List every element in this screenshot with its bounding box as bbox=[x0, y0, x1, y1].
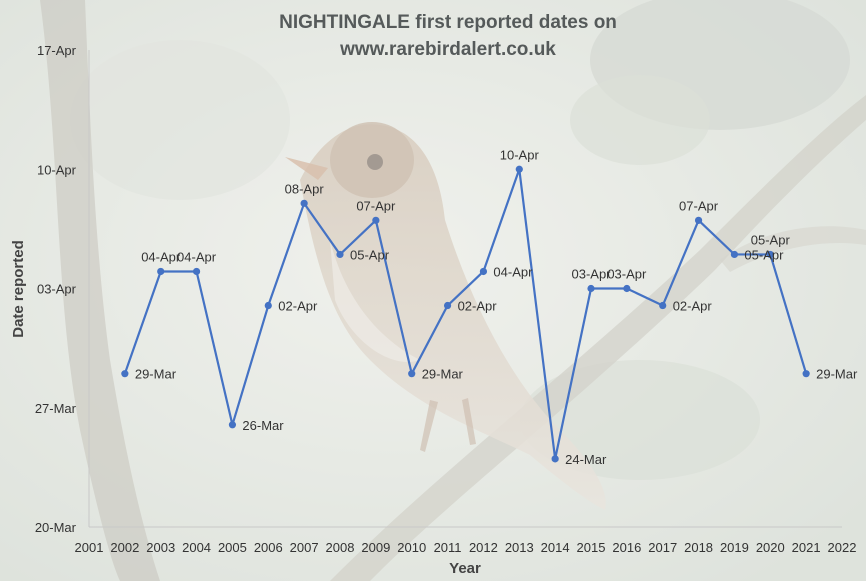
x-tick-label: 2009 bbox=[361, 540, 390, 555]
data-point bbox=[157, 267, 165, 276]
x-tick-label: 2006 bbox=[254, 540, 283, 555]
x-tick-label: 2004 bbox=[182, 540, 211, 555]
data-label: 05-Apr bbox=[350, 247, 390, 262]
series-line bbox=[123, 168, 808, 460]
x-tick-label: 2020 bbox=[756, 540, 785, 555]
data-point bbox=[443, 301, 452, 310]
data-label: 24-Mar bbox=[565, 452, 607, 467]
data-point bbox=[408, 370, 416, 378]
data-point bbox=[659, 301, 667, 310]
data-point bbox=[766, 250, 774, 259]
data-label: 08-Apr bbox=[285, 181, 325, 196]
x-axis-title: Year bbox=[449, 560, 481, 577]
data-label: 04-Apr bbox=[177, 249, 217, 264]
y-tick-label: 10-Apr bbox=[37, 162, 77, 177]
data-point bbox=[192, 267, 201, 276]
y-tick-label: 17-Apr bbox=[37, 43, 77, 58]
data-label: 03-Apr bbox=[571, 267, 611, 282]
data-labels: 29-Mar04-Apr04-Apr26-Mar02-Apr08-Apr05-A… bbox=[135, 147, 858, 467]
data-label: 05-Apr bbox=[751, 232, 791, 247]
x-tick-label: 2022 bbox=[828, 540, 857, 555]
data-point bbox=[730, 250, 739, 259]
data-point bbox=[264, 301, 272, 310]
data-label: 02-Apr bbox=[673, 299, 713, 314]
data-label: 07-Apr bbox=[356, 198, 396, 213]
data-label: 10-Apr bbox=[500, 147, 540, 162]
data-point bbox=[694, 216, 703, 224]
data-point bbox=[121, 370, 129, 378]
chart-title-line-2: www.rarebirdalert.co.uk bbox=[339, 39, 556, 60]
data-point bbox=[623, 284, 631, 293]
x-tick-label: 2012 bbox=[469, 540, 498, 555]
data-label: 04-Apr bbox=[141, 249, 181, 264]
data-points bbox=[121, 165, 810, 463]
data-point bbox=[336, 250, 344, 259]
data-point bbox=[802, 370, 810, 378]
y-tick-label: 20-Mar bbox=[35, 520, 77, 535]
data-point bbox=[372, 216, 380, 224]
x-tick-label: 2018 bbox=[684, 540, 713, 555]
data-point bbox=[551, 455, 559, 463]
x-tick-label: 2011 bbox=[434, 540, 462, 555]
data-label: 03-Apr bbox=[607, 267, 647, 282]
data-label: 07-Apr bbox=[679, 198, 719, 213]
data-point bbox=[228, 421, 237, 429]
data-label: 04-Apr bbox=[493, 264, 533, 279]
y-axis-ticks: 20-Mar 27-Mar 03-Apr 10-Apr 17-Apr bbox=[35, 43, 77, 535]
data-label: 26-Mar bbox=[242, 418, 284, 433]
data-point bbox=[515, 165, 523, 173]
data-label: 29-Mar bbox=[135, 367, 177, 382]
x-tick-label: 2017 bbox=[648, 540, 677, 555]
x-tick-label: 2001 bbox=[75, 540, 104, 555]
x-tick-label: 2010 bbox=[397, 540, 426, 555]
x-tick-label: 2021 bbox=[792, 540, 821, 555]
data-label: 05-Apr bbox=[744, 247, 784, 262]
x-tick-label: 2015 bbox=[577, 540, 606, 555]
y-axis-title: Date reported bbox=[10, 240, 27, 338]
data-label: 02-Apr bbox=[458, 299, 498, 314]
x-tick-label: 2002 bbox=[110, 540, 139, 555]
x-tick-label: 2003 bbox=[146, 540, 175, 555]
x-tick-label: 2019 bbox=[720, 540, 749, 555]
x-tick-label: 2013 bbox=[505, 540, 534, 555]
data-label: 29-Mar bbox=[422, 367, 464, 382]
x-tick-label: 2014 bbox=[541, 540, 570, 555]
y-tick-label: 27-Mar bbox=[35, 401, 77, 416]
y-tick-label: 03-Apr bbox=[37, 282, 77, 297]
x-tick-label: 2016 bbox=[612, 540, 641, 555]
data-point bbox=[300, 199, 308, 207]
data-label: 02-Apr bbox=[278, 299, 318, 314]
x-axis-ticks: 2001 2002 2003 2004 2005 2006 2007 2008 2009 2010… bbox=[75, 540, 857, 555]
data-point bbox=[587, 284, 595, 293]
x-tick-label: 2005 bbox=[218, 540, 247, 555]
x-tick-label: 2007 bbox=[290, 540, 319, 555]
data-point bbox=[479, 267, 488, 276]
x-tick-label: 2008 bbox=[326, 540, 355, 555]
data-label: 29-Mar bbox=[816, 367, 858, 382]
chart-title-line-1: NIGHTINGALE first reported dates on bbox=[279, 12, 617, 33]
